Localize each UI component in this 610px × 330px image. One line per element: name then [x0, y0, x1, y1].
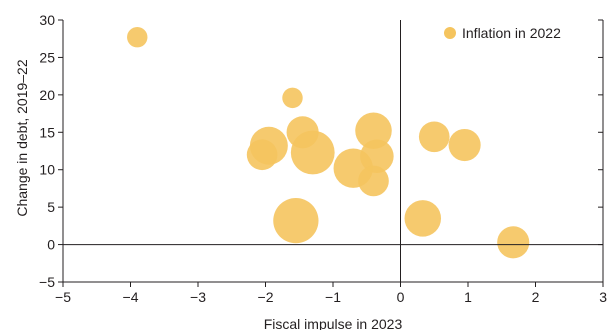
x-tick-label: 0 — [397, 289, 405, 305]
plot-area — [127, 26, 530, 259]
data-point — [127, 26, 148, 48]
y-tick-label: 20 — [39, 87, 55, 103]
x-tick-label: −2 — [258, 289, 274, 305]
data-point — [355, 112, 392, 150]
x-tick-label: −3 — [190, 289, 206, 305]
y-tick-label: 25 — [39, 49, 55, 65]
x-tick-label: 3 — [599, 289, 607, 305]
data-point — [282, 87, 303, 109]
axes: −5 0 5 10 15 20 25 30 −5 −4 −3 −2 −1 0 1 2 3 — [39, 12, 607, 305]
y-axis-title: Change in debt, 2019–22 — [14, 59, 30, 216]
y-tick-label: 10 — [39, 162, 55, 178]
x-axis-title: Fiscal impulse in 2023 — [264, 316, 403, 330]
data-point — [358, 165, 389, 197]
legend-label: Inflation in 2022 — [462, 25, 561, 41]
data-point — [404, 200, 442, 237]
data-point — [273, 197, 319, 244]
data-point — [360, 139, 394, 174]
x-tick-label: 1 — [464, 289, 472, 305]
data-point — [286, 116, 319, 149]
x-tick-label: 2 — [532, 289, 540, 305]
data-point — [246, 139, 278, 171]
y-tick-label: 5 — [47, 199, 55, 215]
data-point — [448, 128, 481, 162]
x-tick-label: −5 — [55, 289, 71, 305]
x-tick-label: −1 — [325, 289, 341, 305]
y-tick-label: 15 — [39, 124, 55, 140]
legend: Inflation in 2022 — [444, 25, 561, 41]
x-tick-label: −4 — [123, 289, 139, 305]
y-tick-label: −5 — [39, 274, 55, 290]
legend-marker — [444, 27, 456, 39]
data-point — [497, 226, 530, 259]
y-tick-label: 0 — [47, 237, 55, 253]
data-point — [418, 121, 450, 153]
y-tick-label: 30 — [39, 12, 55, 28]
